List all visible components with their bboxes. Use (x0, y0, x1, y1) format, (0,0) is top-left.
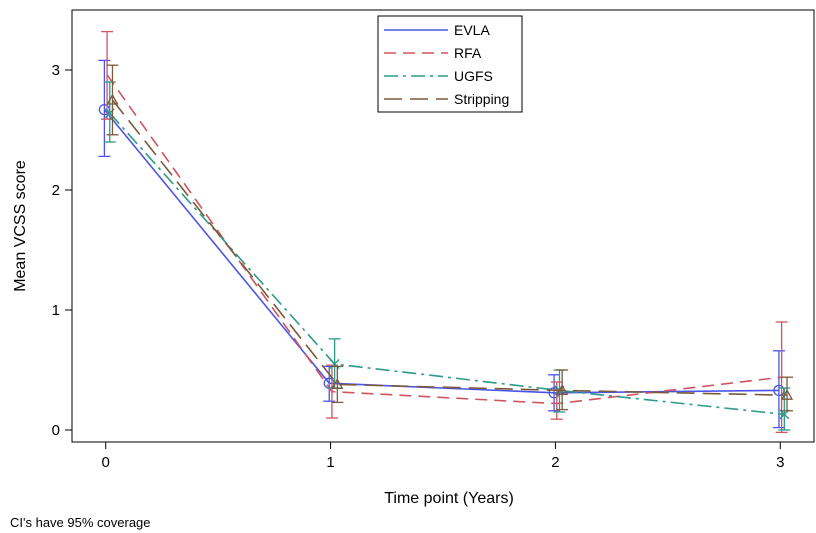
legend-label-rfa: RFA (454, 45, 482, 61)
y-axis: 0 1 2 3 (52, 62, 72, 439)
x-axis: 0 1 2 3 (102, 442, 784, 471)
series-line (106, 74, 782, 405)
y-tick-label: 0 (52, 422, 60, 439)
y-axis-title: Mean VCSS score (12, 160, 29, 292)
series-line (103, 109, 779, 394)
series-line (111, 99, 788, 396)
x-tick-label: 0 (102, 454, 110, 471)
x-tick-label: 3 (776, 454, 784, 471)
legend-box (377, 15, 523, 113)
x-axis-title: Time point (Years) (384, 490, 514, 507)
data-point (331, 378, 344, 390)
data-point (556, 384, 569, 396)
series-ugfs (103, 81, 791, 431)
series-evla (98, 59, 785, 429)
data-point (780, 388, 794, 400)
x-tick-label: 2 (551, 454, 559, 471)
y-tick-label: 1 (52, 302, 60, 319)
series-line (109, 112, 785, 416)
data-point (106, 93, 119, 105)
x-tick-label: 1 (326, 454, 334, 471)
y-tick-label: 2 (52, 182, 60, 199)
series-layer (98, 30, 794, 434)
y-tick-label: 3 (52, 62, 60, 79)
footnote: CI's have 95% coverage (10, 515, 151, 530)
legend-label-stripping: Stripping (454, 91, 509, 107)
series-stripping (106, 64, 794, 412)
legend: EVLA RFA UGFS Stripping (377, 15, 523, 113)
legend-label-ugfs: UGFS (454, 68, 493, 84)
legend-label-evla: EVLA (454, 22, 490, 38)
